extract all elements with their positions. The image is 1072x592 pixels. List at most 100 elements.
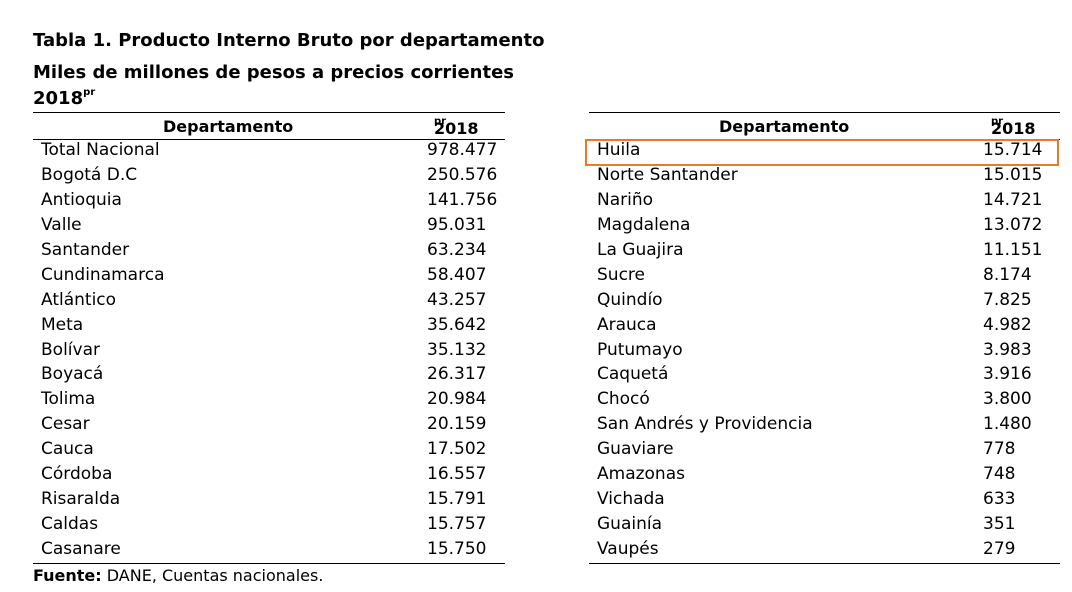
- table-row: Córdoba 16.557: [33, 464, 505, 489]
- table-subtitle: Miles de millones de pesos a precios cor…: [33, 62, 515, 83]
- table-row: Casanare 15.750: [33, 539, 505, 564]
- department-name: Atlántico: [41, 289, 117, 310]
- department-name: Arauca: [597, 314, 657, 335]
- gdp-value: 35.642: [427, 314, 487, 335]
- department-name: Nariño: [597, 189, 654, 210]
- gdp-value: 35.132: [427, 339, 487, 360]
- table-row: Cesar 20.159: [33, 414, 505, 439]
- department-name: Quindío: [597, 289, 663, 310]
- table-row: Putumayo 3.983: [589, 340, 1060, 365]
- header-rule: [33, 139, 505, 140]
- table-row: Caldas 15.757: [33, 514, 505, 539]
- gdp-value: 15.757: [427, 514, 487, 535]
- table-row: La Guajira 11.151: [589, 240, 1060, 265]
- department-name: Meta: [41, 314, 84, 335]
- header-year-label: 2018: [991, 119, 1036, 138]
- table-header: Departamento 2018 pr: [33, 115, 505, 138]
- gdp-value: 3.983: [983, 339, 1032, 360]
- table-row: Antioquia 141.756: [33, 190, 505, 215]
- gdp-value: 1.480: [983, 414, 1032, 435]
- table-row: San Andrés y Providencia 1.480: [589, 414, 1060, 439]
- table-row: Meta 35.642: [33, 315, 505, 340]
- table-row: Vaupés 279: [589, 539, 1060, 564]
- table-row: Santander 63.234: [33, 240, 505, 265]
- department-name: Antioquia: [41, 189, 122, 210]
- header-departamento: Departamento: [163, 117, 294, 136]
- table-row: Arauca 4.982: [589, 315, 1060, 340]
- department-name: Risaralda: [41, 489, 121, 510]
- table-row: Total Nacional 978.477: [33, 140, 505, 165]
- gdp-value: 58.407: [427, 264, 487, 285]
- header-year-superscript: pr: [434, 115, 447, 127]
- table-year-title: 2018pr: [33, 86, 95, 112]
- department-name: Vaupés: [597, 539, 659, 559]
- gdp-value: 43.257: [427, 289, 487, 310]
- source-note: Fuente: DANE, Cuentas nacionales.: [33, 566, 323, 585]
- department-name: Huila: [597, 140, 641, 160]
- gdp-value: 3.800: [983, 389, 1032, 410]
- gdp-value: 15.750: [427, 539, 487, 559]
- table-row: Bogotá D.C 250.576: [33, 165, 505, 190]
- department-name: Cundinamarca: [41, 264, 165, 285]
- table-row: Cauca 17.502: [33, 439, 505, 464]
- department-name: Sucre: [597, 264, 645, 285]
- table-row: Quindío 7.825: [589, 290, 1060, 315]
- bottom-rule: [33, 563, 505, 564]
- gdp-value: 15.714: [983, 140, 1043, 160]
- gdp-value: 141.756: [427, 189, 498, 210]
- table-row: Boyacá 26.317: [33, 364, 505, 389]
- header-year-label: 2018: [434, 119, 479, 138]
- gdp-value: 20.159: [427, 414, 487, 435]
- top-rule: [33, 112, 505, 113]
- table-row: Sucre 8.174: [589, 265, 1060, 290]
- table-row: Valle 95.031: [33, 215, 505, 240]
- department-name: San Andrés y Providencia: [597, 414, 813, 435]
- department-name: Tolima: [41, 389, 96, 410]
- department-name: Boyacá: [41, 364, 104, 385]
- left-rows: Total Nacional 978.477 Bogotá D.C 250.576 An…: [33, 140, 505, 564]
- department-name: Chocó: [597, 389, 650, 410]
- table-row: Atlántico 43.257: [33, 290, 505, 315]
- table-row: Norte Santander 15.015: [589, 165, 1060, 190]
- table-header: Departamento 2018 pr: [589, 115, 1060, 138]
- gdp-value: 633: [983, 489, 1016, 510]
- table-row: Huila 15.714: [589, 140, 1060, 165]
- gdp-value: 8.174: [983, 264, 1032, 285]
- department-name: Caquetá: [597, 364, 669, 385]
- gdp-value: 748: [983, 464, 1016, 485]
- table-row: Bolívar 35.132: [33, 340, 505, 365]
- department-name: Norte Santander: [597, 164, 738, 185]
- department-name: Santander: [41, 239, 130, 260]
- department-name: Total Nacional: [41, 140, 160, 160]
- gdp-value: 978.477: [427, 140, 498, 160]
- year-superscript: pr: [83, 87, 96, 98]
- huila-highlight-box: [585, 139, 1059, 166]
- department-name: Córdoba: [41, 464, 113, 485]
- gdp-value: 16.557: [427, 464, 487, 485]
- gdp-value: 95.031: [427, 214, 487, 235]
- table-row: Risaralda 15.791: [33, 489, 505, 514]
- gdp-value: 4.982: [983, 314, 1032, 335]
- gdp-value: 279: [983, 539, 1016, 559]
- gdp-value: 15.791: [427, 489, 487, 510]
- table-row: Caquetá 3.916: [589, 364, 1060, 389]
- header-year: 2018 pr: [434, 115, 479, 138]
- gdp-value: 778: [983, 439, 1016, 460]
- gdp-value: 20.984: [427, 389, 487, 410]
- table-row: Magdalena 13.072: [589, 215, 1060, 240]
- gdp-value: 14.721: [983, 189, 1043, 210]
- top-rule: [589, 112, 1060, 113]
- department-name: Bolívar: [41, 339, 100, 360]
- table-title: Tabla 1. Producto Interno Bruto por depa…: [33, 30, 545, 51]
- gdp-value: 17.502: [427, 439, 487, 460]
- gdp-value: 7.825: [983, 289, 1032, 310]
- header-year: 2018 pr: [991, 116, 1036, 138]
- gdp-value: 15.015: [983, 164, 1043, 185]
- gdp-value: 13.072: [983, 214, 1043, 235]
- table-row: Nariño 14.721: [589, 190, 1060, 215]
- department-name: Guainía: [597, 514, 663, 535]
- department-name: Vichada: [597, 489, 665, 510]
- department-name: Casanare: [41, 539, 121, 559]
- department-name: Cauca: [41, 439, 94, 460]
- department-name: Magdalena: [597, 214, 691, 235]
